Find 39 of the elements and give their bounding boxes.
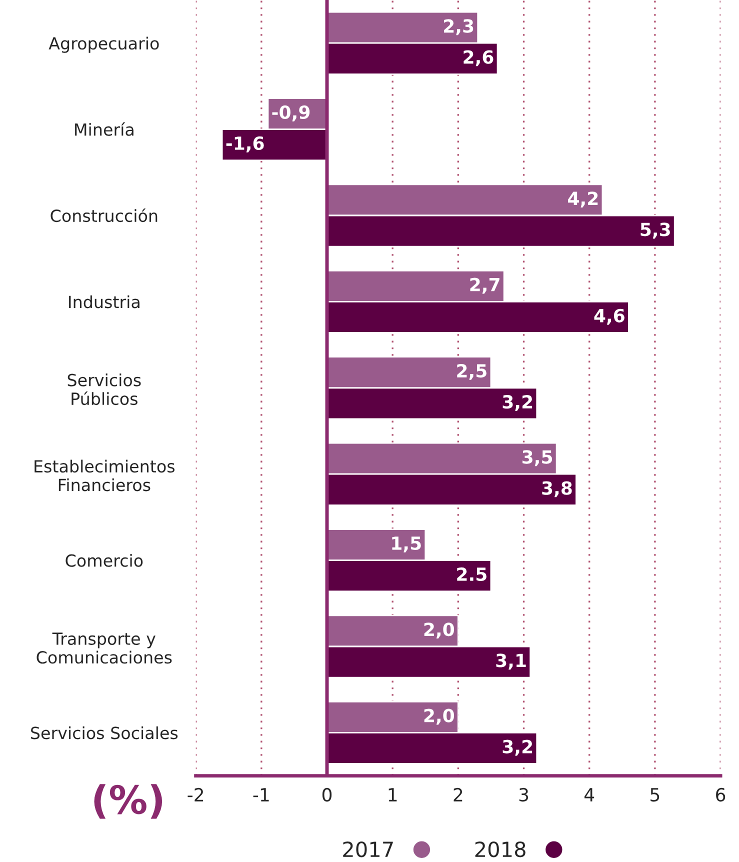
data-label: -1,6 [226, 136, 264, 152]
data-label: 2,0 [424, 622, 454, 639]
data-label: -0,9 [272, 105, 310, 122]
legend-label: 2018 [475, 841, 526, 858]
data-label: 2,7 [470, 278, 500, 294]
data-label: 4,6 [594, 308, 624, 325]
y-tick-label: Transporte y Comunicaciones [36, 632, 172, 664]
x-tick-label: 5 [650, 788, 660, 802]
y-tick-label: Servicios Sociales [31, 726, 178, 740]
x-tick-label: 0 [322, 788, 332, 802]
x-tick-label: 2 [454, 788, 462, 802]
data-label: 2,3 [444, 19, 474, 36]
x-axis-title: (%) [94, 784, 162, 819]
data-label: 1,5 [392, 536, 421, 552]
x-tick-label: 1 [388, 788, 397, 802]
y-tick-label: Construcción [50, 208, 158, 222]
data-label: 3,2 [502, 740, 532, 756]
y-tick-label: Servicios Públicos [68, 374, 141, 406]
data-label: 3,2 [502, 395, 532, 411]
data-label: 3,1 [496, 654, 526, 670]
x-tick-label: -2 [188, 788, 204, 802]
y-tick-label: Minería [75, 122, 134, 136]
data-label: 3,8 [542, 481, 572, 498]
legend-label: 2017 [343, 841, 393, 858]
data-label: 5,3 [640, 222, 670, 239]
y-tick-label: Agropecuario [48, 36, 159, 53]
data-label: 2,5 [457, 364, 486, 380]
x-tick-label: 4 [584, 788, 594, 802]
y-tick-label: Establecimientos Financieros [34, 460, 175, 492]
x-tick-label: -1 [253, 788, 269, 802]
y-tick-label: Industria [69, 295, 140, 308]
data-label: 4,2 [568, 192, 598, 208]
y-tick-label: Comercio [66, 554, 143, 567]
x-tick-label: 3 [519, 788, 528, 802]
data-label: 2,6 [464, 50, 494, 66]
data-label: 2.5 [457, 567, 486, 582]
x-tick-label: 6 [716, 788, 726, 802]
data-label: 2,0 [424, 708, 454, 725]
data-label: 3,5 [522, 450, 552, 466]
